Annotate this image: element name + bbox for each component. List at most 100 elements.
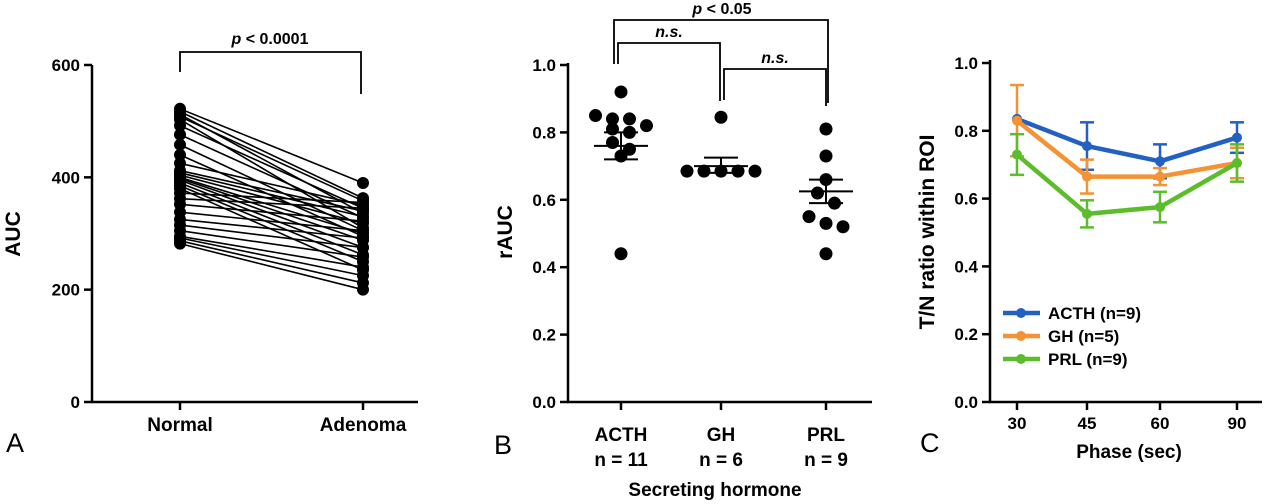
panel-b-y-tick-label: 0.8 bbox=[532, 123, 556, 142]
panel-c-series-point bbox=[1082, 171, 1092, 182]
panel-b-x-category-label: PRL bbox=[807, 425, 845, 446]
panel-a-significance: p < 0.0001 bbox=[179, 31, 362, 94]
panel-b-x-axis-label: Secreting hormone bbox=[628, 480, 801, 501]
panel-a-pair-line bbox=[179, 115, 364, 202]
panel-c-y-ticks: 0.0 0.2 0.4 0.6 0.8 1.0 bbox=[954, 54, 990, 412]
panel-b-data-point bbox=[714, 110, 728, 124]
panel-a-point-adenoma bbox=[357, 251, 369, 264]
panel-c-series-point bbox=[1232, 158, 1242, 169]
panel-a-point-adenoma bbox=[357, 215, 369, 228]
panel-c-legend: ACTH (n=9) GH (n=5) PRL (n=9) bbox=[1003, 304, 1141, 369]
panel-b-data-point bbox=[623, 112, 636, 126]
panel-a: A AUC 0 200 400 600 Normal Adenoma p < 0.000… bbox=[2, 31, 418, 458]
panel-a-pair-line bbox=[179, 162, 364, 207]
panel-a-y-tick-label: 400 bbox=[52, 168, 80, 187]
panel-a-y-tick-label: 600 bbox=[52, 56, 80, 75]
panel-a-y-tick-label: 200 bbox=[52, 281, 80, 300]
panel-b-y-tick-label: 0.4 bbox=[532, 258, 556, 277]
panel-b-data-point bbox=[614, 85, 628, 99]
panel-c-legend-marker bbox=[1016, 354, 1026, 364]
panel-c-series-point bbox=[1155, 156, 1165, 167]
panel-a-point-adenoma bbox=[357, 202, 369, 215]
panel-c-series-line bbox=[1016, 116, 1238, 164]
panel-a-y-axis-label: AUC bbox=[2, 211, 25, 257]
panel-c-y-tick-label: 0.0 bbox=[954, 393, 978, 412]
panel-c-x-tick-label: 30 bbox=[1008, 414, 1027, 433]
panel-b-significance-label: p < 0.05 bbox=[691, 1, 751, 18]
panel-a-point-normal bbox=[174, 138, 186, 151]
panel-b-data-point bbox=[819, 149, 833, 163]
panel-b-y-tick-label: 0.0 bbox=[532, 393, 556, 412]
panel-a-pair-line bbox=[179, 169, 364, 212]
panel-b-points bbox=[589, 85, 853, 261]
panel-b-data-point bbox=[614, 247, 628, 261]
panel-a-pair-line bbox=[179, 229, 364, 258]
panel-c-legend-marker bbox=[1016, 331, 1026, 341]
panel-b-data-point bbox=[802, 210, 816, 224]
panel-label-c: C bbox=[920, 428, 940, 458]
panel-b-data-point bbox=[606, 122, 619, 136]
panel-a-pair-line bbox=[179, 237, 364, 277]
panel-c-series bbox=[1010, 83, 1244, 229]
panel-b-x-category-n: n = 11 bbox=[594, 450, 648, 471]
panel-a-point-normal bbox=[174, 148, 186, 161]
panel-a-y-ticks: 0 200 400 600 bbox=[52, 56, 92, 412]
panel-c-series-line bbox=[1015, 118, 1238, 179]
panel-a-pair-line bbox=[179, 203, 364, 222]
panel-b-bracket-acth-prl bbox=[613, 19, 829, 103]
panel-c-legend-label: PRL (n=9) bbox=[1048, 350, 1128, 369]
panel-b-bracket-gh-prl bbox=[723, 68, 827, 106]
panel-a-pair-line bbox=[179, 211, 364, 232]
panel-b-significance-label: n.s. bbox=[761, 50, 789, 67]
panel-a-pair-line bbox=[179, 242, 364, 291]
panel-label-a: A bbox=[6, 428, 24, 458]
panel-a-pair-line bbox=[179, 110, 364, 199]
panel-a-pair-line bbox=[179, 185, 364, 263]
panel-b-y-tick-label: 0.2 bbox=[532, 326, 556, 345]
panel-a-point-adenoma bbox=[357, 261, 369, 274]
panel-c-legend-label: ACTH (n=9) bbox=[1048, 304, 1141, 323]
panel-a-x-categories: Normal Adenoma bbox=[147, 402, 407, 436]
panel-a-pair-line bbox=[179, 174, 364, 225]
panel-c-legend-label: GH (n=5) bbox=[1048, 327, 1119, 346]
panel-a-point-normal bbox=[174, 119, 186, 132]
panel-b-data-point bbox=[589, 109, 602, 123]
panel-a-point-adenoma bbox=[357, 176, 369, 189]
panel-a-x-category-label: Adenoma bbox=[320, 415, 407, 436]
panel-a-pair-line bbox=[179, 172, 364, 218]
panel-a-pair-line bbox=[179, 235, 364, 268]
panel-b-y-ticks: 0.0 0.2 0.4 0.6 0.8 1.0 bbox=[532, 56, 568, 412]
panel-a-pair-line bbox=[179, 240, 364, 284]
panel-a-pair-line bbox=[179, 124, 364, 209]
panel-a-pair-line bbox=[179, 224, 364, 249]
panel-b-data-point bbox=[819, 122, 833, 136]
panel-b-y-axis-label: rAUC bbox=[494, 205, 517, 259]
panel-b-data-point bbox=[836, 220, 850, 234]
panel-b-data-point bbox=[731, 164, 745, 178]
panel-a-pair-line bbox=[179, 154, 364, 238]
panel-b-data-point bbox=[640, 119, 653, 133]
panel-c-x-tick-label: 90 bbox=[1228, 414, 1247, 433]
panel-c-x-tick-label: 45 bbox=[1078, 414, 1097, 433]
panel-c-series-point bbox=[1082, 141, 1092, 152]
panel-a-pair-line bbox=[179, 177, 364, 241]
panel-c-series-point bbox=[1232, 132, 1242, 143]
panel-b-data-point bbox=[680, 164, 694, 178]
panel-c-series-point bbox=[1082, 208, 1092, 219]
panel-a-pair-line bbox=[179, 192, 364, 204]
panel-b: B rAUC 0.0 0.2 0.4 0.6 0.8 1.0 ACTH n = 11 GH n … bbox=[494, 1, 872, 501]
panel-b-bracket-acth-gh bbox=[617, 42, 721, 101]
panel-c-series-point bbox=[1012, 149, 1022, 160]
panel-c-series-line bbox=[1015, 152, 1239, 217]
panel-a-pair-line bbox=[179, 218, 364, 239]
panel-c-series-point bbox=[1155, 202, 1165, 213]
panel-a-point-adenoma bbox=[357, 231, 369, 244]
panel-b-data-point bbox=[606, 136, 619, 150]
panel-c-y-tick-label: 0.4 bbox=[954, 257, 978, 276]
panel-c-x-tick-label: 60 bbox=[1151, 414, 1170, 433]
panel-c: C T/N ratio within ROI 0.0 0.2 0.4 0.6 0.8 1.… bbox=[916, 54, 1262, 463]
panel-a-significance-label: p < 0.0001 bbox=[231, 31, 309, 48]
panel-b-x-category-label: GH bbox=[707, 425, 736, 446]
panel-b-data-point bbox=[811, 186, 824, 200]
